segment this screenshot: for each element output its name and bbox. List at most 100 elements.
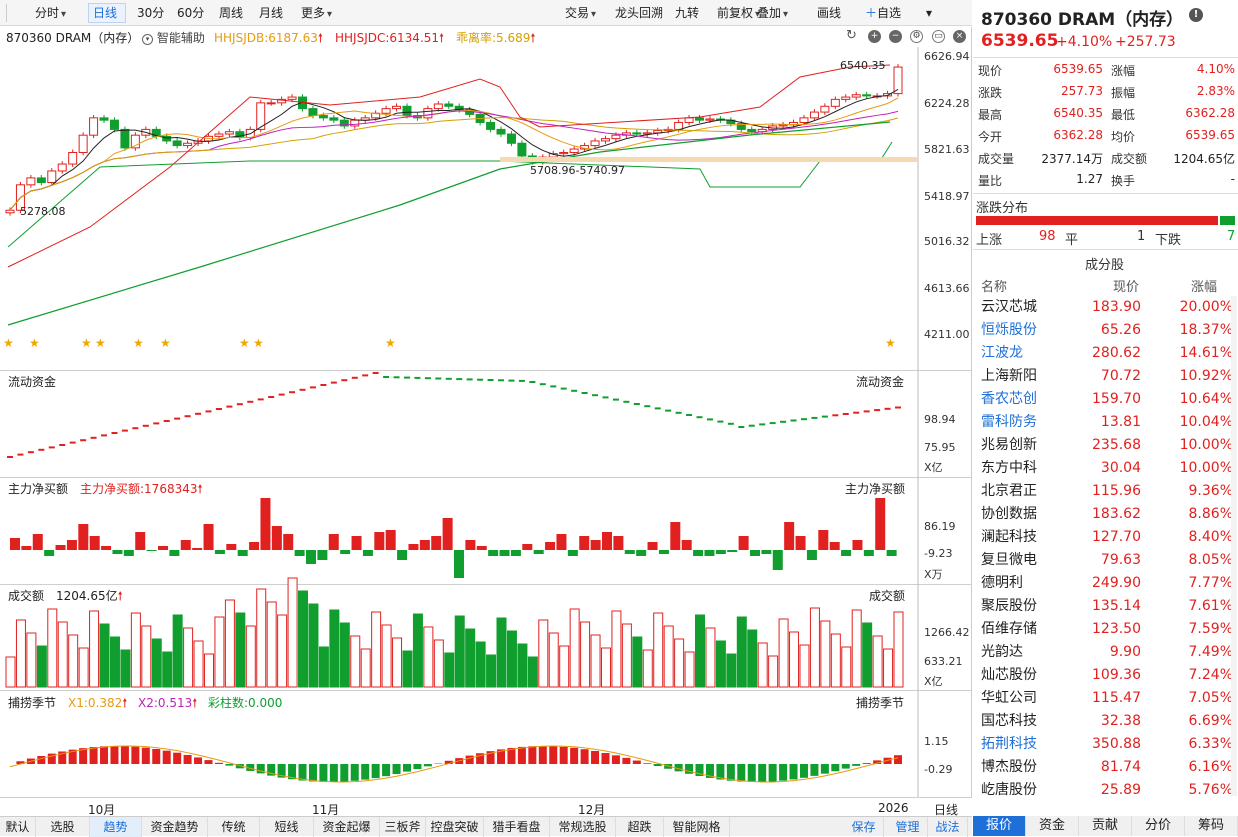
toolbar-right-1[interactable]: 龙头回溯	[610, 3, 666, 23]
volume-bar	[622, 624, 631, 687]
info-icon[interactable]: !	[1189, 8, 1203, 22]
strategy-tab[interactable]: 短线	[260, 817, 314, 837]
season-bar	[570, 748, 578, 764]
bottom-action-button[interactable]: 战法	[928, 817, 968, 837]
strategy-tab[interactable]: 资金起爆	[314, 817, 380, 837]
header-change[interactable]: 涨幅	[1191, 276, 1217, 295]
volume-bar	[194, 641, 203, 687]
low-price-label: 5278.08	[20, 205, 66, 218]
season-bar	[894, 755, 902, 764]
component-name: 协创数据	[981, 503, 1071, 526]
strategy-tab[interactable]: 资金趋势	[142, 817, 208, 837]
window-icon[interactable]: ▭	[932, 30, 945, 43]
component-name: 复旦微电	[981, 549, 1071, 572]
toolbar-right-2[interactable]: 九转	[670, 3, 708, 23]
down-count: 7	[1227, 229, 1235, 244]
toolbar-2[interactable]: 30分	[132, 3, 168, 23]
toolbar-5[interactable]: 月线	[254, 3, 290, 23]
strategy-tab[interactable]: 传统	[208, 817, 260, 837]
quote-tab[interactable]: 分价	[1132, 816, 1185, 836]
netbuy-bar	[192, 548, 202, 550]
volume-bar	[152, 639, 161, 687]
toolbar-0[interactable]: 分时	[30, 3, 76, 23]
plus-icon: ＋	[865, 6, 877, 20]
volume-bar	[361, 649, 370, 687]
candle-body	[424, 109, 432, 118]
star-icon: ★	[95, 336, 106, 350]
strategy-tab[interactable]: 猎手看盘	[484, 817, 550, 837]
component-price: 25.89	[1067, 779, 1141, 802]
quote-tab[interactable]: 资金	[1026, 816, 1079, 836]
toolbar-right-6[interactable]: ＋自选	[860, 3, 918, 23]
header-price[interactable]: 现价	[1113, 276, 1139, 295]
volume-bar	[612, 611, 621, 687]
toolbar-6[interactable]: 更多	[296, 3, 342, 23]
volume-bar	[581, 622, 590, 687]
toolbar-right-4[interactable]: 叠加	[752, 3, 808, 23]
quote-tab[interactable]: 筹码	[1185, 816, 1238, 836]
volume-bar	[852, 610, 861, 687]
strategy-tab[interactable]: 趋势	[90, 817, 142, 837]
strategy-tab[interactable]: 选股	[36, 817, 90, 837]
season-ytick: -0.29	[924, 763, 952, 776]
netbuy-bar	[112, 550, 122, 554]
dropdown-arrow-icon[interactable]: ▾	[920, 3, 938, 23]
candle-body	[69, 152, 77, 164]
netbuy-bar	[215, 550, 225, 554]
quote-tab[interactable]: 贡献	[1079, 816, 1132, 836]
component-name: 佰维存储	[981, 618, 1071, 641]
strategy-tab[interactable]: 三板斧	[380, 817, 426, 837]
strategy-tab[interactable]: 智能网格	[664, 817, 730, 837]
header-name[interactable]: 名称	[981, 276, 1007, 295]
candle-body	[434, 104, 442, 109]
bottom-action-button[interactable]: 管理	[888, 817, 928, 837]
toolbar-right-3[interactable]: 前复权	[712, 3, 748, 23]
close-icon[interactable]: ×	[953, 30, 966, 43]
season-bar	[319, 764, 327, 782]
toolbar-3[interactable]: 60分	[172, 3, 208, 23]
scrollbar[interactable]	[1231, 296, 1237, 796]
component-price: 13.81	[1067, 411, 1141, 434]
season-bar	[528, 746, 536, 764]
toolbar-4[interactable]: 周线	[214, 3, 250, 23]
season-bar	[100, 746, 108, 764]
volume-bar	[466, 629, 475, 687]
strategy-tab[interactable]: 控盘突破	[426, 817, 484, 837]
volume-bar	[643, 650, 652, 687]
strategy-tab[interactable]: 常规选股	[550, 817, 616, 837]
strategy-tab[interactable]: 默认	[0, 817, 36, 837]
toolbar-right-5[interactable]: 画线	[812, 3, 856, 23]
bottom-action-button[interactable]: 保存	[844, 817, 884, 837]
strategy-tab[interactable]: 超跌	[616, 817, 664, 837]
toolbar-1[interactable]: 日线	[88, 3, 126, 23]
netbuy-bar	[226, 544, 236, 550]
toolbar-right-0[interactable]: 交易	[560, 3, 608, 23]
chart-area[interactable]: 870360 DRAM（内存） ▾ 智能辅助 HHJSJDB:6187.63🠕 …	[0, 27, 972, 797]
quote-tab[interactable]: 报价	[973, 816, 1026, 836]
netbuy-bar	[272, 526, 282, 550]
volume-bar	[664, 626, 673, 687]
